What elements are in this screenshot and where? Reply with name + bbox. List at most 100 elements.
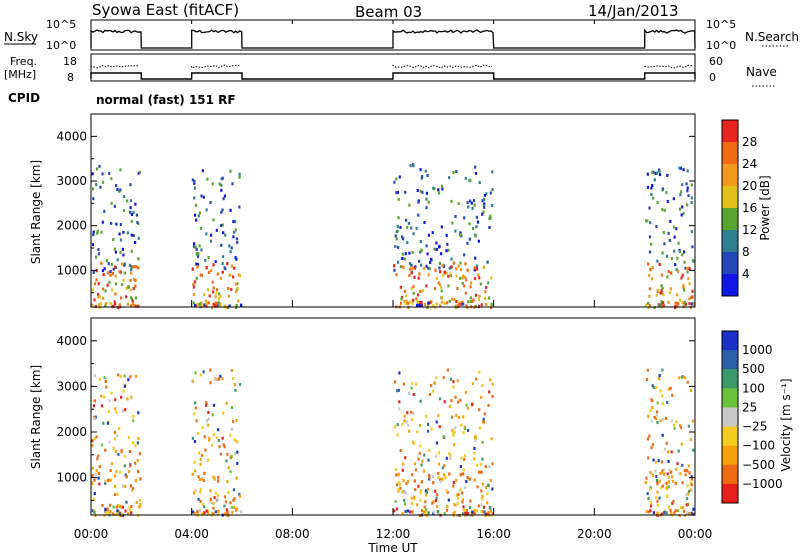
power-ylabel: Slant Range [km] [29,160,43,264]
heatmap-cell [690,201,693,205]
heatmap-cell [690,481,693,485]
heatmap-cell [657,459,660,463]
heatmap-cell [469,285,472,289]
heatmap-cell [207,256,210,259]
heatmap-cell [91,466,94,470]
nave-trace [90,64,693,69]
colorbar-tick-label: 500 [742,362,765,376]
heatmap-cell [129,484,132,488]
heatmap-cell [129,450,132,453]
heatmap-cell [462,512,465,516]
heatmap-cell [420,304,423,308]
heatmap-cell [403,299,406,303]
heatmap-cell [409,164,412,168]
heatmap-cell [232,377,235,380]
heatmap-cell [135,213,138,217]
heatmap-cell [456,286,459,290]
heatmap-cell [693,304,696,308]
heatmap-cell [191,267,194,271]
heatmap-cell [479,282,482,286]
heatmap-cell [123,195,126,199]
heatmap-cell [658,496,661,500]
heatmap-cell [194,489,197,493]
heatmap-cell [658,374,661,378]
heatmap-cell [132,414,135,418]
heatmap-cell [457,400,460,404]
heatmap-cell [436,509,439,513]
heatmap-cell [409,267,412,271]
heatmap-cell [404,252,407,256]
heatmap-cell [100,404,104,408]
heatmap-cell [422,266,426,270]
heatmap-cell [443,400,446,404]
heatmap-cell [105,376,108,380]
heatmap-cell [208,294,211,298]
heatmap-cell [679,424,682,428]
colorbar-segment [722,426,738,447]
heatmap-cell [234,219,237,223]
heatmap-cell [120,512,124,516]
colorbar-segment [722,445,738,466]
heatmap-cell [236,240,239,244]
colorbar-segment [722,252,738,275]
heatmap-cell [111,512,114,516]
heatmap-cell [424,414,428,418]
heatmap-cell [661,368,664,372]
heatmap-cell [137,411,140,415]
heatmap-cell [445,233,448,237]
heatmap-cell [676,302,680,305]
heatmap-cell [482,420,485,424]
heatmap-cell [491,394,494,398]
heatmap-cell [474,256,477,260]
heatmap-cell [104,507,107,511]
heatmap-cell [404,510,407,513]
heatmap-cell [462,431,465,435]
heatmap-cell [464,176,467,180]
heatmap-cell [450,257,453,261]
heatmap-cell [471,510,474,514]
heatmap-cell [98,295,101,299]
heatmap-cell [402,265,405,269]
heatmap-cell [96,457,99,461]
heatmap-cell [655,225,658,228]
heatmap-cell [219,302,222,306]
heatmap-cell [199,227,203,230]
heatmap-cell [412,298,415,302]
heatmap-cell [418,301,421,304]
heatmap-cell [483,202,486,206]
heatmap-cell [117,510,120,514]
heatmap-cell [691,259,695,263]
heatmap-cell [217,509,220,513]
heatmap-cell [649,501,652,504]
heatmap-cell [457,415,461,419]
heatmap-cell [666,472,669,476]
heatmap-cell [690,230,693,234]
heatmap-cell [123,384,126,388]
heatmap-cell [473,268,476,272]
heatmap-cell [228,304,231,308]
heatmap-cell [397,388,400,392]
heatmap-cell [408,251,411,255]
heatmap-cell [232,235,235,239]
heatmap-cell [219,295,222,298]
heatmap-cell [402,478,405,482]
heatmap-cell [434,454,438,458]
heatmap-cell [420,176,423,180]
heatmap-cell [681,481,684,485]
heatmap-cell [205,401,208,405]
heatmap-cell [478,370,481,374]
heatmap-cell [221,262,224,266]
heatmap-cell [426,174,429,177]
heatmap-cell [101,180,105,184]
colorbar-segment [722,369,738,389]
heatmap-cell [114,302,117,306]
heatmap-cell [201,169,204,173]
heatmap-cell [107,410,110,414]
heatmap-cell [451,415,454,419]
heatmap-cell [92,271,95,274]
heatmap-cell [678,376,681,380]
heatmap-cell [197,497,200,501]
heatmap-cell [137,236,140,240]
heatmap-cell [436,302,439,306]
heatmap-cell [200,248,203,252]
